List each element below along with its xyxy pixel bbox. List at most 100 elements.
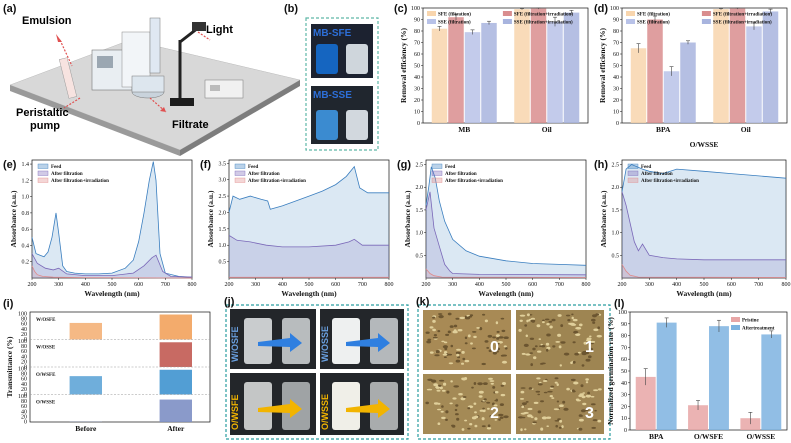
seed [467,427,471,430]
seed [456,417,460,421]
y-tick-label-g: 2.5 [416,163,424,169]
seed [447,312,452,316]
seed [474,415,479,419]
y-tick-label-c: 80 [414,29,420,35]
seed [554,420,560,422]
seed [590,403,596,406]
seed [481,362,486,366]
seed [575,333,581,336]
seed [500,384,504,387]
seed [432,336,438,339]
legend-swatch-f [234,170,246,176]
seed [523,343,529,347]
seed [556,383,559,386]
seed [498,413,504,417]
seed [541,345,546,348]
chart-title-d: O/WSSE [690,140,719,149]
seed [543,391,548,394]
seed [499,416,504,419]
seed [559,419,563,423]
seed [434,354,440,357]
seed [444,347,448,351]
label-w-osse: W/OSSE [320,326,330,362]
seed [440,410,444,413]
seed [481,417,485,421]
panel-label-k: (k) [416,296,430,308]
seed [540,427,544,431]
x-tick-label-f: 600 [331,282,340,288]
seed [492,351,497,355]
seed [577,351,581,354]
seed [483,398,487,401]
y-tick-label-i: 20 [21,359,27,365]
x-tick-label-e: 200 [28,282,37,288]
seed-texture [425,312,602,432]
seed [471,347,476,350]
vial-blue-2 [316,110,338,140]
y-tick-label-h: 1.5 [612,208,620,214]
y-tick-label-i: 60 [21,349,27,355]
x-category-d: BPA [656,125,671,134]
bar-l [635,376,656,430]
seed [437,408,442,411]
table-edge [10,85,180,156]
seed [581,395,586,399]
seed [461,428,465,431]
seed [460,397,466,401]
seed [447,330,451,334]
seed [449,402,453,405]
seed [546,425,549,428]
seed [492,336,496,339]
x-category-l: O/WSFE [694,432,723,441]
area-fill-g [426,166,586,278]
seed [595,313,600,316]
x-tick-label-h: 800 [782,282,791,288]
seed [494,391,499,394]
seed [590,340,596,343]
y-tick-label-h: 0.5 [612,253,620,259]
bar-d [713,9,729,123]
seed [593,328,599,332]
seed [587,391,590,395]
y-tick-label-d: 90 [613,18,619,24]
x-tick-label-e: 600 [134,282,143,288]
panel-label-h: (h) [594,159,608,171]
seed [562,400,566,404]
seed [437,330,441,333]
x-tick-label-g: 700 [555,282,564,288]
seed [521,405,525,409]
panel-label-g: (g) [397,159,411,171]
seed [501,360,508,364]
seed [529,337,535,340]
x-tick-label-h: 300 [645,282,654,288]
series-line-e [31,253,193,278]
seed [447,353,453,356]
x-axis-label-f: Wavelength (nm) [281,289,337,298]
seed [432,316,436,319]
seed [598,388,602,391]
bar-i [159,399,192,422]
photo-panel-j: W/OSFE W/OSSE O/WSFE O/WSSE [225,304,409,440]
bar-d [746,26,762,123]
legend-swatch-l [731,317,740,322]
seed [519,314,526,317]
seed [471,386,474,389]
seed [474,424,478,428]
seed [473,382,477,385]
seed [558,345,562,349]
seed [549,387,554,389]
panel-k-frame [417,304,611,440]
seed [453,324,458,328]
y-tick-label-d: 80 [613,29,619,35]
seed [464,419,468,422]
arrow-yellow-2 [346,399,390,418]
photo-seeds-3 [516,374,604,434]
legend-swatch-e [37,163,49,169]
seed [587,407,593,409]
y-axis-label-h: Absorbance (a.u.) [599,190,608,247]
seed [538,338,542,340]
seed [570,378,576,381]
y-tick-label-c: 100 [411,6,420,12]
y-tick-label-i: 60 [21,404,27,410]
y-tick-label-e: 1.4 [22,162,30,168]
